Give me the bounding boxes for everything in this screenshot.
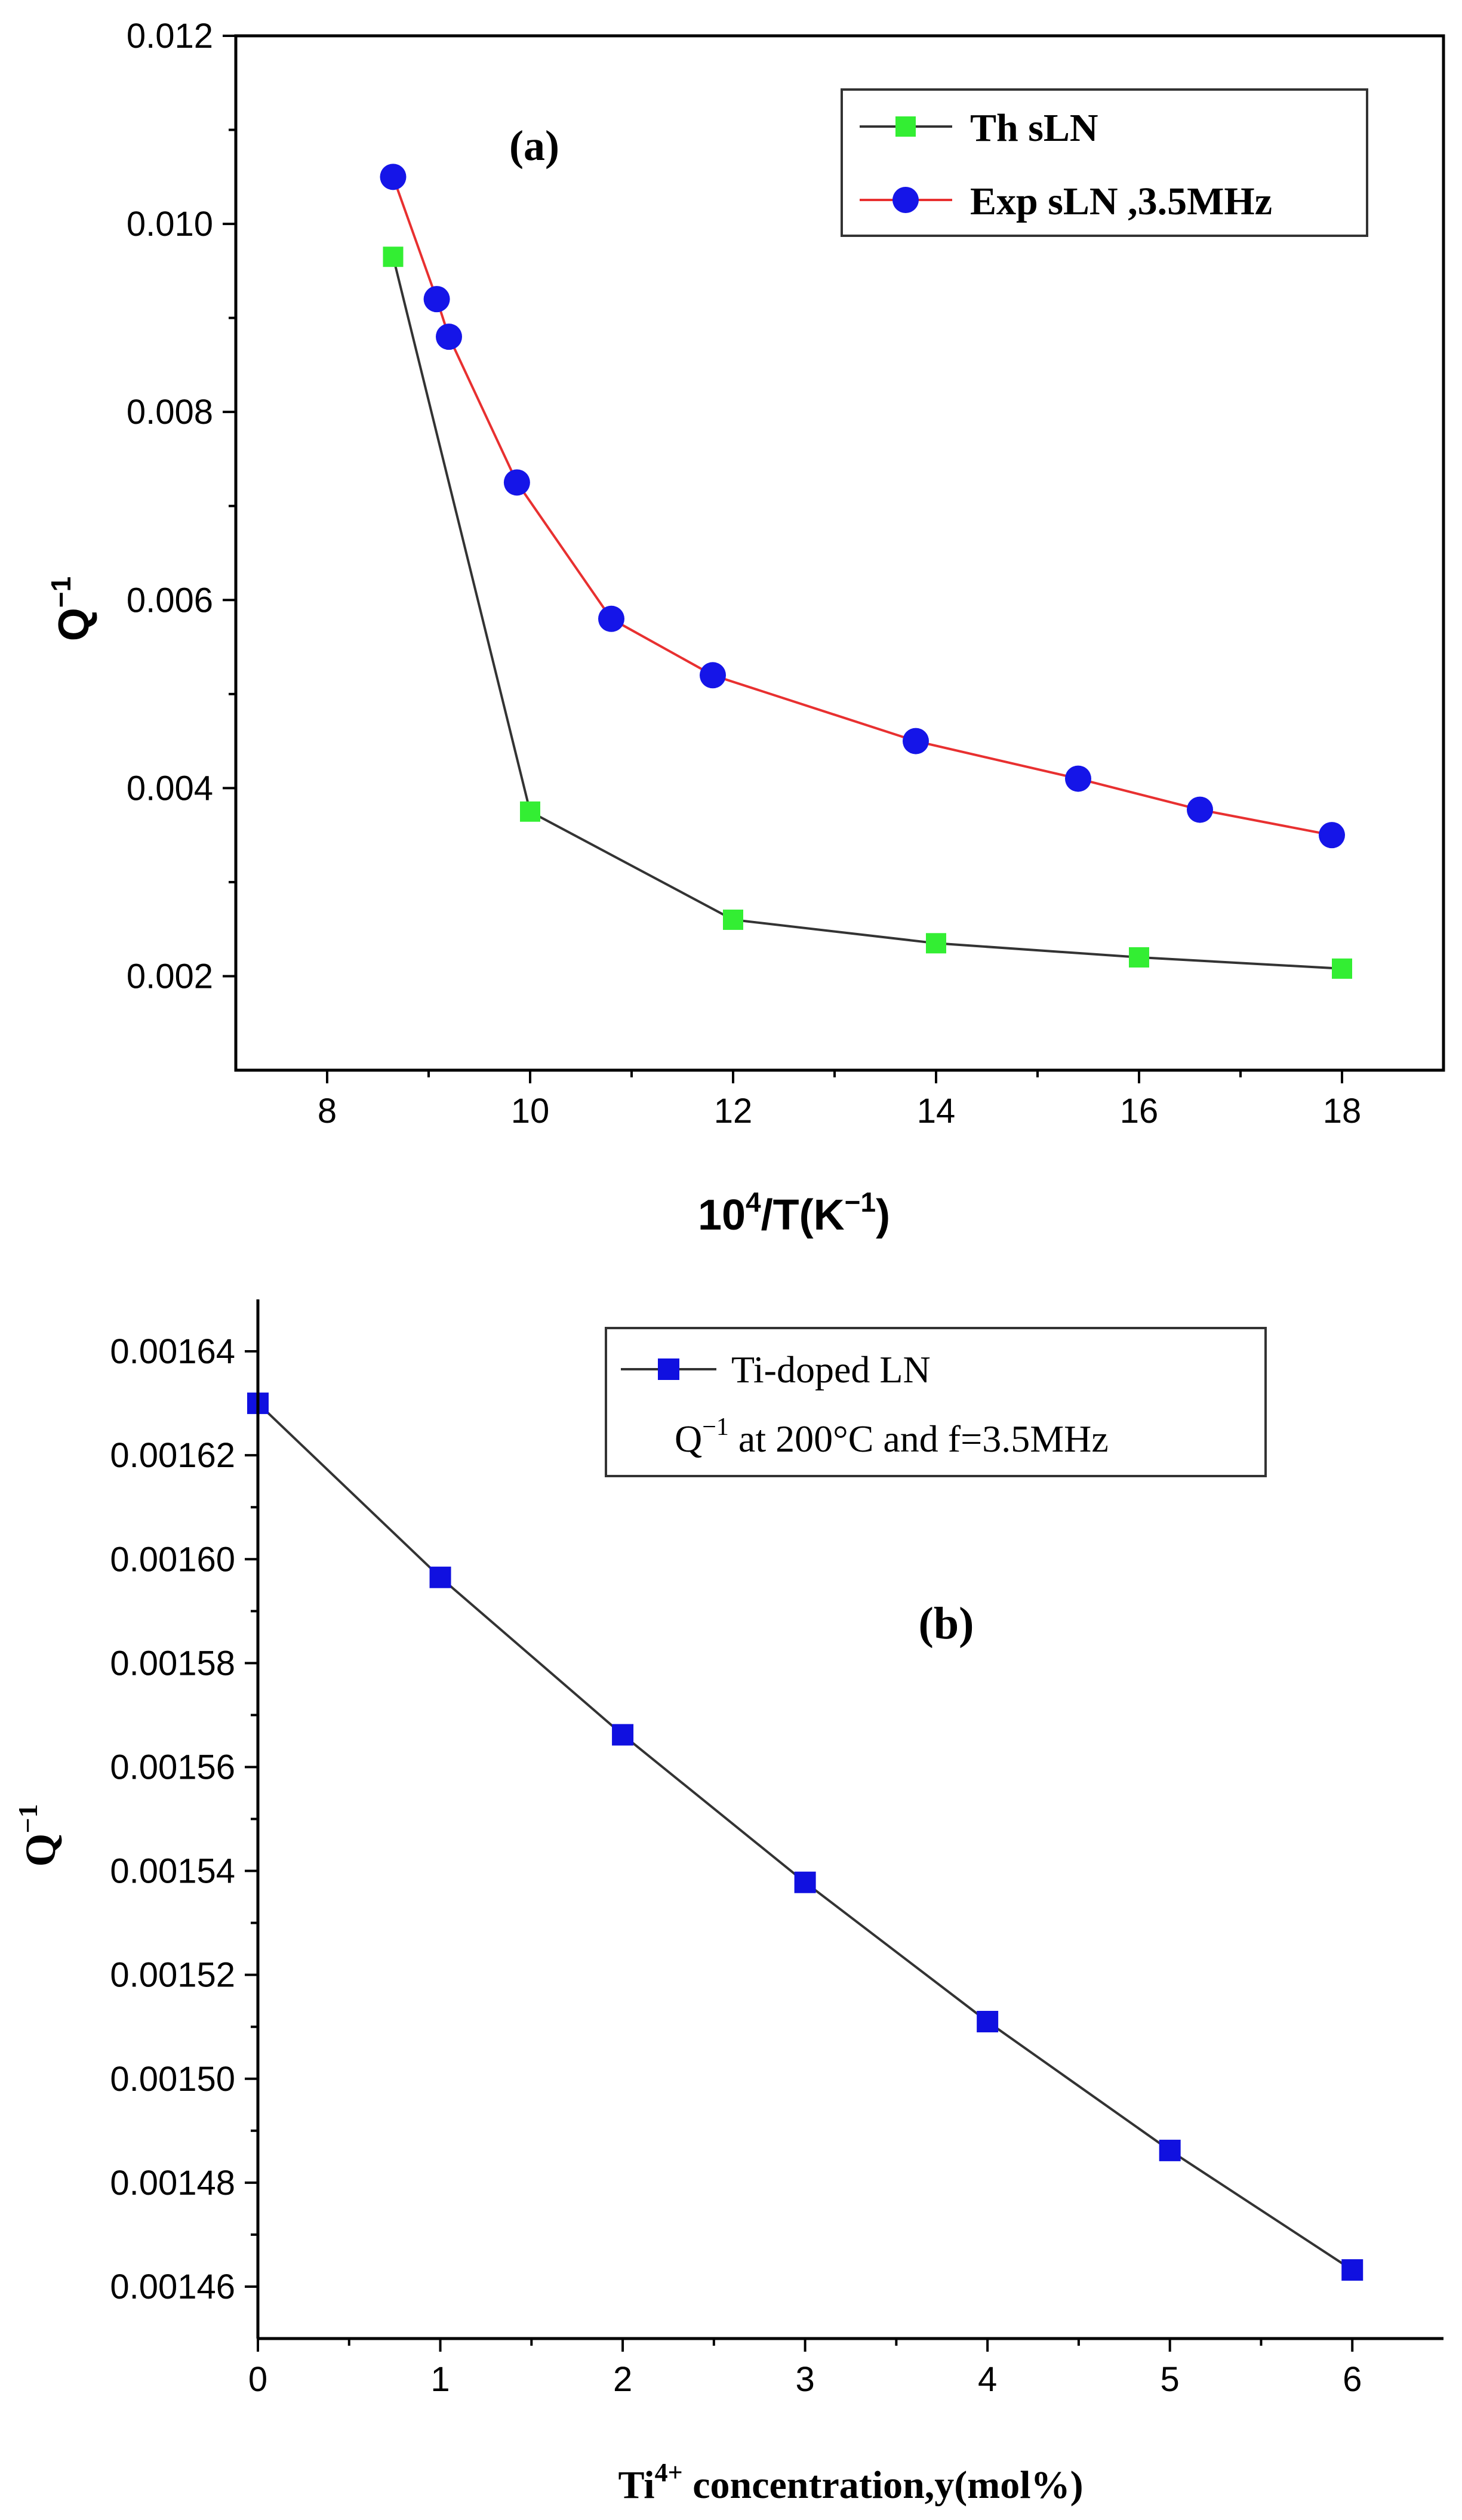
chart-b-x-tick-label: 4 (978, 2360, 997, 2399)
chart-a-x-title-main: 10 (698, 1191, 746, 1239)
chart-b-y-tick-label: 0.00158 (110, 1644, 235, 1683)
chart-a-legend: Th sLN Exp sLN ,3.5MHz (841, 88, 1368, 237)
chart-b-legend-box (605, 1327, 1267, 1477)
chart-b-y-tick-label: 0.00160 (110, 1540, 235, 1579)
chart-b-y-tick-label: 0.00154 (110, 1852, 235, 1891)
chart-b-x-tick-label: 1 (430, 2360, 450, 2399)
chart-a-data-point (380, 164, 407, 190)
chart-a-data-point (926, 933, 946, 954)
chart-a-y-title: Q−1 (45, 577, 98, 641)
chart-a-data-point (598, 605, 624, 632)
chart-a-data-point (383, 247, 404, 267)
chart-a-data-point (1319, 822, 1345, 849)
chart-b-data-point (429, 1566, 451, 1588)
chart-b-ticks: 0 1 2 3 4 5 6 0.00146 0.00148 0.00150 0.00152 0.001… (110, 1332, 1362, 2399)
chart-b-legend-note: Q−1 at 200°C and f=3.5MHz (675, 1413, 1109, 1460)
chart-a-x-tick-label: 18 (1323, 1092, 1362, 1130)
chart-b-y-tick-label: 0.00152 (110, 1956, 235, 1995)
chart-a-series (380, 164, 1352, 979)
chart-b-y-tick-label: 0.00146 (110, 2268, 235, 2306)
chart-b-x-tick-label: 5 (1161, 2360, 1180, 2399)
chart-a-data-point (520, 801, 540, 822)
chart-b-panel-label: (b) (919, 1598, 974, 1649)
chart-a-y-tick-label: 0.002 (127, 957, 213, 996)
chart-a-ticks: 8 10 12 14 16 18 0.002 0.004 0.006 0.008 0.010 0.01… (127, 17, 1361, 1130)
chart-b-axes (256, 1299, 1443, 2340)
chart-b-legend-marker (658, 1358, 679, 1380)
chart-b-x-title-pre: Ti (618, 2463, 654, 2507)
chart-a-x-tick-label: 8 (318, 1092, 337, 1130)
chart-a-series-line-0 (392, 256, 1343, 970)
chart-b-y-title: Q−1 (13, 1804, 64, 1866)
chart-a-y-tick-label: 0.008 (127, 393, 213, 432)
chart-b-legend: Ti-doped LN Q−1 at 200°C and f=3.5MHz (605, 1327, 1267, 1477)
chart-a-y-tick-label: 0.006 (127, 581, 213, 620)
chart-b-data-point (612, 1724, 634, 1746)
chart-a-axes (234, 34, 1445, 1072)
chart-b-y-tick-label: 0.00148 (110, 2164, 235, 2202)
chart-a-data-point (1065, 765, 1091, 792)
chart-a-legend-marker-th (895, 116, 916, 137)
chart-a-y-title-sup: −1 (45, 577, 76, 608)
chart-b-y-tick-label: 0.00162 (110, 1436, 235, 1475)
chart-a-x-title: 104/T(K−1) (698, 1187, 890, 1239)
chart-a-data-point (723, 909, 743, 930)
chart-a-x-title-sup2: −1 (845, 1187, 876, 1218)
chart-a-x-title-rest2: ) (876, 1191, 890, 1239)
chart-a-x-tick-label: 14 (917, 1092, 956, 1130)
chart-a-x-title-rest1: /T(K (761, 1191, 845, 1239)
chart-a-data-point (1129, 947, 1149, 968)
chart-b-x-tick-label: 6 (1343, 2360, 1362, 2399)
chart-a-x-tick-label: 16 (1120, 1092, 1159, 1130)
chart-a-y-title-main: Q (50, 608, 98, 641)
chart-a-data-point (503, 469, 530, 496)
chart-b-data-point (1159, 2139, 1181, 2161)
chart-b-y-tick-label: 0.00150 (110, 2060, 235, 2099)
chart-b-y-tick-label: 0.00164 (110, 1332, 235, 1371)
chart-b: 0 1 2 3 4 5 6 0.00146 0.00148 0.00150 0.00152 0.001… (13, 1299, 1443, 2507)
chart-b-x-title: Ti4+ concentration,y(mol%) (618, 2458, 1083, 2507)
chart-a-frame (234, 34, 1445, 1072)
chart-a-data-point (903, 728, 929, 754)
chart-a-data-point (436, 324, 462, 350)
chart-a-data-point (423, 286, 450, 313)
chart-a-y-tick-label: 0.004 (127, 769, 213, 808)
chart-b-x-tick-label: 3 (795, 2360, 814, 2399)
chart-b-y-title-sup: −1 (13, 1804, 43, 1833)
chart-a-data-point (1187, 796, 1213, 823)
chart-a-data-point (1332, 958, 1352, 979)
chart-b-data-point (1341, 2259, 1363, 2281)
chart-a-x-tick-label: 12 (714, 1092, 753, 1130)
chart-a-x-title-sup: 4 (746, 1187, 761, 1218)
chart-b-data-point (977, 2010, 999, 2032)
chart-b-series (247, 1393, 1363, 2281)
chart-b-legend-note-sup: −1 (702, 1413, 729, 1441)
chart-b-x-title-post: concentration,y(mol%) (683, 2463, 1084, 2507)
chart-b-data-point (794, 1871, 816, 1893)
chart-a-legend-label-exp: Exp sLN ,3.5MHz (970, 180, 1272, 223)
chart-a-series-line-1 (392, 176, 1332, 837)
chart-a-x-tick-label: 10 (511, 1092, 550, 1130)
chart-a: 8 10 12 14 16 18 0.002 0.004 0.006 0.008 0.010 0.01… (45, 17, 1445, 1239)
chart-a-legend-box (841, 88, 1368, 237)
chart-b-y-tick-label: 0.00156 (110, 1748, 235, 1786)
chart-b-legend-label: Ti-doped LN (731, 1348, 931, 1391)
chart-b-legend-note-pre: Q (675, 1418, 702, 1460)
chart-b-x-tick-label: 0 (248, 2360, 267, 2399)
chart-a-panel-label: (a) (509, 122, 559, 170)
chart-a-y-tick-label: 0.010 (127, 205, 213, 244)
chart-b-x-title-sup: 4+ (655, 2458, 683, 2487)
chart-a-legend-label-th: Th sLN (970, 106, 1098, 150)
chart-a-legend-marker-exp (892, 187, 919, 213)
chart-b-legend-note-post: at 200°C and f=3.5MHz (729, 1418, 1109, 1460)
chart-b-x-tick-label: 2 (613, 2360, 632, 2399)
chart-b-series-line-0 (257, 1402, 1353, 2271)
chart-a-y-tick-label: 0.012 (127, 17, 213, 56)
chart-a-data-point (700, 662, 726, 689)
chart-b-y-title-main: Q (17, 1834, 64, 1867)
